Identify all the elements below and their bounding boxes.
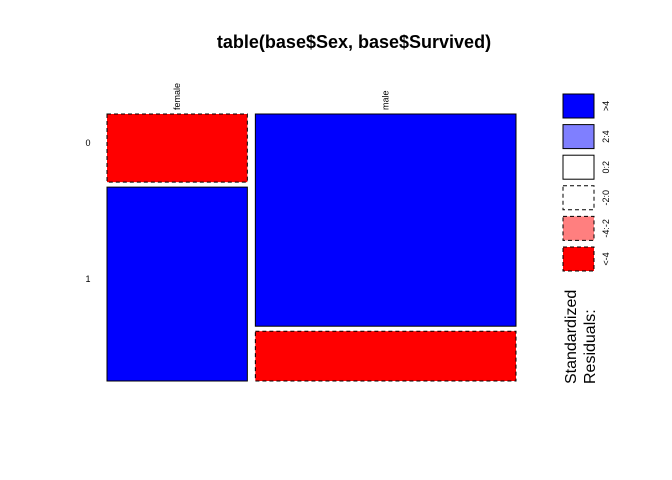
cell-male-1 bbox=[254, 330, 517, 382]
legend-title-line-2: Residuals: bbox=[582, 309, 599, 384]
cell-female-1 bbox=[106, 186, 248, 382]
column-label-female: female bbox=[172, 83, 182, 110]
legend-label-1: 2:4 bbox=[601, 130, 611, 143]
legend-swatch-2 bbox=[562, 154, 595, 180]
legend-label-3: -2:0 bbox=[601, 190, 611, 206]
row-label-1: 1 bbox=[85, 274, 90, 284]
legend-label-2: 0:2 bbox=[601, 161, 611, 174]
legend-label-0: >4 bbox=[601, 101, 611, 111]
legend-swatch-5 bbox=[562, 246, 595, 272]
cell-female-0 bbox=[106, 113, 248, 183]
legend-label-4: -4:-2 bbox=[601, 219, 611, 238]
legend-swatch-0 bbox=[562, 93, 595, 119]
legend-title-line-1: Standardized bbox=[563, 290, 580, 384]
legend-swatch-3 bbox=[562, 185, 595, 211]
legend-swatch-1 bbox=[562, 124, 595, 150]
row-label-0: 0 bbox=[85, 138, 90, 148]
chart-title: table(base$Sex, base$Survived) bbox=[217, 32, 491, 52]
cell-male-0 bbox=[254, 113, 517, 327]
column-label-male: male bbox=[381, 90, 391, 110]
legend-label-5: <-4 bbox=[601, 252, 611, 265]
legend-swatch-4 bbox=[562, 215, 595, 241]
